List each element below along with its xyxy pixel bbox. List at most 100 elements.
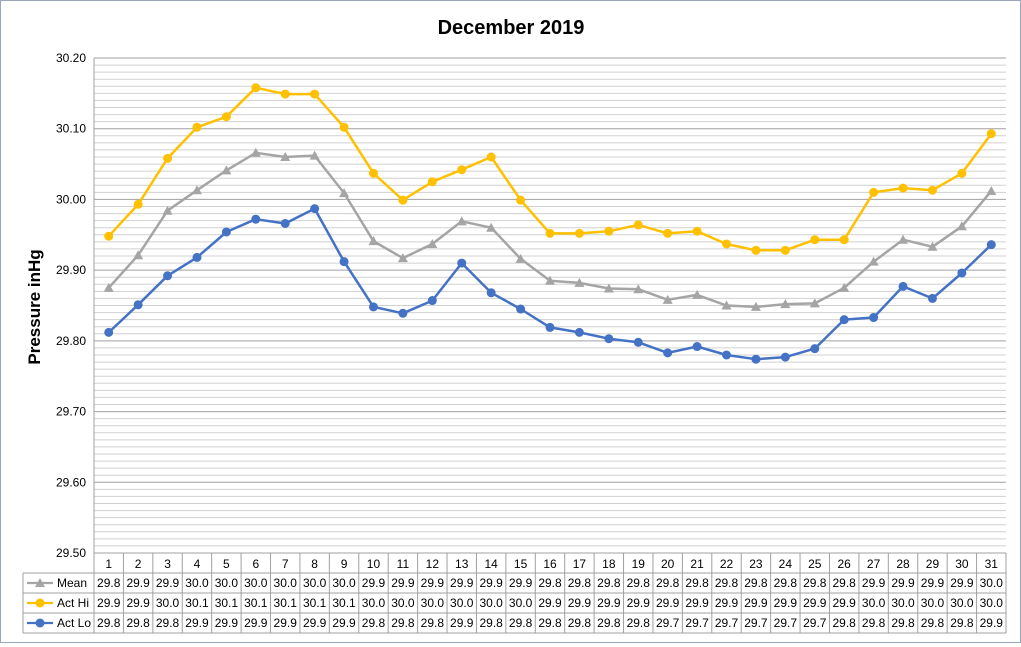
data-point <box>457 165 467 175</box>
data-point <box>221 112 231 122</box>
data-point <box>898 183 908 193</box>
table-cell: 29.8 <box>479 616 503 630</box>
data-point <box>251 214 261 224</box>
table-cell: 29.8 <box>126 616 150 630</box>
table-cell: 30.0 <box>980 576 1004 590</box>
table-cell: 29.9 <box>421 576 445 590</box>
table-cell: 30.1 <box>185 596 209 610</box>
data-point <box>163 153 173 163</box>
data-point <box>780 299 791 309</box>
data-point <box>192 122 202 132</box>
table-cell: 29.9 <box>627 596 651 610</box>
data-point <box>545 322 555 332</box>
table-cell: 30.0 <box>215 576 239 590</box>
x-tick-label: 25 <box>808 557 822 571</box>
data-point <box>103 282 114 292</box>
x-tick-label: 16 <box>543 557 557 571</box>
table-cell: 30.0 <box>509 596 533 610</box>
table-cell: 29.8 <box>774 576 798 590</box>
data-point <box>898 281 908 291</box>
data-point <box>133 199 143 209</box>
table-cell: 30.1 <box>332 596 356 610</box>
data-point <box>280 218 290 228</box>
data-point <box>780 352 790 362</box>
data-point <box>839 282 850 292</box>
table-cell: 29.8 <box>685 576 709 590</box>
table-cell: 29.9 <box>156 576 180 590</box>
table-cell: 29.9 <box>891 576 915 590</box>
table-cell: 29.9 <box>803 596 827 610</box>
table-cell: 29.8 <box>597 576 621 590</box>
data-point <box>486 222 497 232</box>
data-point <box>839 235 849 245</box>
data-point <box>986 129 996 139</box>
table-cell: 29.9 <box>833 596 857 610</box>
table-cell: 29.9 <box>950 576 974 590</box>
data-point <box>692 342 702 352</box>
data-point <box>456 216 467 226</box>
data-point <box>427 177 437 187</box>
data-point <box>956 221 967 231</box>
table-cell: 30.1 <box>303 596 327 610</box>
data-point <box>662 294 673 304</box>
data-point <box>339 188 350 198</box>
data-point <box>751 245 761 255</box>
table-cell: 29.9 <box>332 616 356 630</box>
table-cell: 30.0 <box>391 596 415 610</box>
data-point <box>574 327 584 337</box>
legend-key-marker <box>35 578 45 587</box>
data-point <box>751 354 761 364</box>
data-point <box>104 327 114 337</box>
table-cell: 29.9 <box>744 596 768 610</box>
y-tick-label: 30.10 <box>56 122 86 136</box>
table-cell: 29.7 <box>685 616 709 630</box>
data-point <box>339 257 349 267</box>
data-point <box>427 296 437 306</box>
x-tick-label: 21 <box>690 557 704 571</box>
table-cell: 29.9 <box>715 596 739 610</box>
data-point <box>986 240 996 250</box>
table-cell: 29.8 <box>597 616 621 630</box>
table-cell: 29.8 <box>833 616 857 630</box>
data-point <box>339 122 349 132</box>
x-tick-label: 30 <box>955 557 969 571</box>
data-point <box>839 315 849 325</box>
x-tick-label: 15 <box>514 557 528 571</box>
chart-title: December 2019 <box>438 17 585 39</box>
table-cell: 29.7 <box>803 616 827 630</box>
table-cell: 29.9 <box>921 576 945 590</box>
data-point <box>486 288 496 298</box>
legend-key-marker <box>35 618 45 628</box>
data-point <box>398 195 408 205</box>
data-point <box>163 271 173 281</box>
table-cell: 29.9 <box>568 596 592 610</box>
data-point <box>310 204 320 214</box>
table-cell: 29.9 <box>980 616 1004 630</box>
data-point <box>957 168 967 178</box>
x-tick-label: 14 <box>484 557 498 571</box>
table-cell: 29.9 <box>97 596 121 610</box>
data-point <box>192 252 202 262</box>
data-point <box>280 89 290 99</box>
x-tick-label: 7 <box>282 557 289 571</box>
data-point <box>898 234 909 244</box>
data-point <box>957 268 967 278</box>
data-point <box>692 289 703 299</box>
data-point <box>221 165 232 175</box>
table-cell: 30.1 <box>274 596 298 610</box>
table-cell: 29.7 <box>744 616 768 630</box>
data-point <box>633 284 644 294</box>
data-point <box>722 350 732 360</box>
table-cell: 29.8 <box>391 616 415 630</box>
data-point <box>516 195 526 205</box>
data-point <box>927 185 937 195</box>
table-cell: 30.0 <box>891 596 915 610</box>
x-tick-label: 20 <box>661 557 675 571</box>
data-point <box>633 337 643 347</box>
data-point <box>869 187 879 197</box>
data-table: 1 2 3 4 5 6 7 8 9 10 11 12 13 14 15 16 17 18 19 20 21 22 23 24 2… <box>22 552 1007 634</box>
data-point <box>545 228 555 238</box>
table-cell: 29.8 <box>803 576 827 590</box>
data-point <box>310 89 320 99</box>
table-cell: 29.8 <box>538 616 562 630</box>
